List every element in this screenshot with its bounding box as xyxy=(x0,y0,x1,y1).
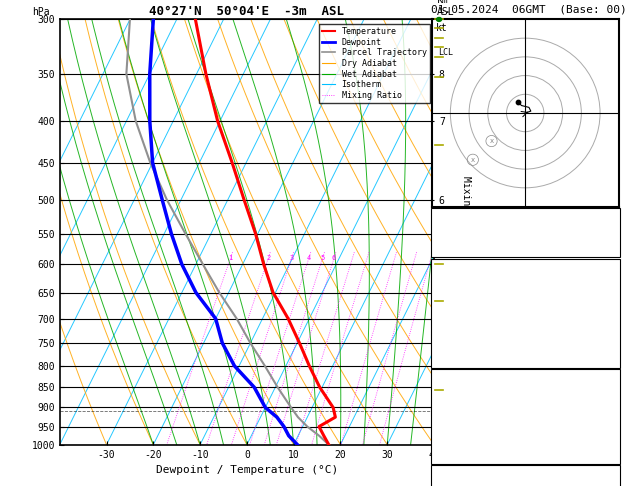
Text: hPa: hPa xyxy=(31,7,49,17)
Text: PW (cm): PW (cm) xyxy=(435,240,472,249)
Text: EH: EH xyxy=(435,482,445,486)
Text: Lifted Index: Lifted Index xyxy=(435,321,499,330)
Text: Most Unstable: Most Unstable xyxy=(490,371,560,381)
Text: 0: 0 xyxy=(610,336,616,345)
Text: LCL: LCL xyxy=(438,48,453,57)
Text: 10.8: 10.8 xyxy=(594,291,616,300)
Text: CIN (J): CIN (J) xyxy=(435,351,472,360)
Text: CIN (J): CIN (J) xyxy=(435,447,472,456)
Text: CAPE (J): CAPE (J) xyxy=(435,336,477,345)
Text: x: x xyxy=(489,138,494,144)
Text: 1.38: 1.38 xyxy=(594,240,616,249)
Text: 0: 0 xyxy=(610,351,616,360)
Text: 5: 5 xyxy=(320,255,325,261)
Legend: Temperature, Dewpoint, Parcel Trajectory, Dry Adiabat, Wet Adiabat, Isotherm, Mi: Temperature, Dewpoint, Parcel Trajectory… xyxy=(319,24,430,103)
Text: 315: 315 xyxy=(599,401,616,411)
Text: km
ASL: km ASL xyxy=(437,0,455,17)
Text: 37: 37 xyxy=(605,482,616,486)
Text: 2: 2 xyxy=(266,255,270,261)
Text: x: x xyxy=(470,157,475,163)
Text: 4: 4 xyxy=(307,255,311,261)
Text: K: K xyxy=(435,210,440,219)
Text: 5: 5 xyxy=(610,417,616,426)
Text: Hodograph: Hodograph xyxy=(501,467,549,476)
Text: 1: 1 xyxy=(610,210,616,219)
Text: Totals Totals: Totals Totals xyxy=(435,225,504,234)
Text: 01.05.2024  06GMT  (Base: 00): 01.05.2024 06GMT (Base: 00) xyxy=(431,4,626,15)
Text: Pressure (mb): Pressure (mb) xyxy=(435,386,504,396)
Point xyxy=(513,98,523,105)
Text: 0: 0 xyxy=(610,432,616,441)
Text: 41: 41 xyxy=(605,225,616,234)
Text: 0: 0 xyxy=(610,447,616,456)
Title: 40°27'N  50°04'E  -3m  ASL: 40°27'N 50°04'E -3m ASL xyxy=(149,5,345,18)
Text: Lifted Index: Lifted Index xyxy=(435,417,499,426)
X-axis label: Dewpoint / Temperature (°C): Dewpoint / Temperature (°C) xyxy=(156,465,338,475)
Text: θe (K): θe (K) xyxy=(435,401,467,411)
Text: kt: kt xyxy=(435,23,447,33)
Text: CAPE (J): CAPE (J) xyxy=(435,432,477,441)
Text: θe(K): θe(K) xyxy=(435,306,462,315)
Text: Surface: Surface xyxy=(506,260,544,270)
Text: 312: 312 xyxy=(599,306,616,315)
Text: 6: 6 xyxy=(332,255,336,261)
Text: 17.5: 17.5 xyxy=(594,276,616,285)
Text: 3: 3 xyxy=(289,255,294,261)
Text: 900: 900 xyxy=(599,386,616,396)
Text: Dewp (°C): Dewp (°C) xyxy=(435,291,483,300)
Text: Temp (°C): Temp (°C) xyxy=(435,276,483,285)
Text: 7: 7 xyxy=(610,321,616,330)
Y-axis label: Mixing Ratio (g/kg): Mixing Ratio (g/kg) xyxy=(462,176,471,288)
Text: 1: 1 xyxy=(228,255,233,261)
